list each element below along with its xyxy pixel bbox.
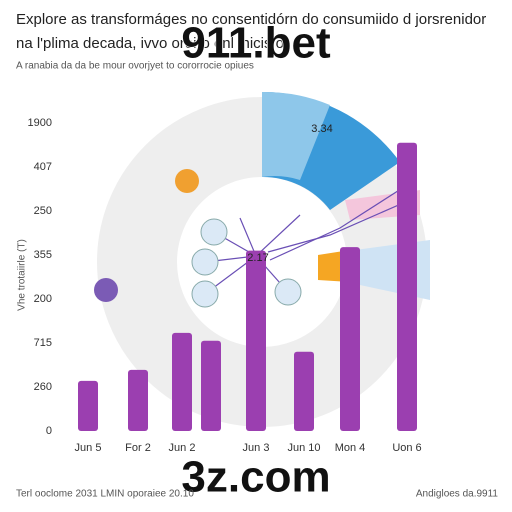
annotation: 3.34 [311,123,332,135]
annotation: 2.17 [247,252,268,264]
watermark: 911.bet [181,19,331,68]
bar [246,250,266,431]
x-label: Jun 5 [75,442,102,454]
y-axis-title: Vhe trotaiirle (T) [17,239,28,311]
y-label: 1900 [28,117,52,129]
bar [294,351,314,431]
watermark: 3z.com [181,453,330,502]
plot: 0 260 715 200 355 250 407 1900 Jun 5 For 2 Jun 2 Ju… [28,117,422,454]
y-label: 250 [34,205,52,217]
bar [201,340,221,431]
y-label: 260 [34,381,52,393]
bar [128,369,148,431]
subtitle: A ranabia da da be mour ovorjyet to coro… [16,61,254,72]
bar [397,142,417,432]
title: Explore as transformáges no consentidórn… [16,11,486,28]
y-label: 0 [46,425,52,437]
title: na l'plima decada, ivvo oroiro onl inici… [16,35,284,52]
footer-right: Andigloes da.9911 [416,489,499,500]
y-label: 355 [34,249,52,261]
y-label: 407 [34,161,52,173]
x-label: Mon 4 [335,442,366,454]
x-label: Jun 2 [169,442,196,454]
x-label: For 2 [125,442,151,454]
bar [340,247,360,431]
y-label: 200 [34,293,52,305]
x-label: Jun 3 [243,442,270,454]
bar [78,380,98,431]
y-label: 715 [34,337,52,349]
x-label: Uon 6 [392,442,421,454]
footer-left: Terl ooclome 2031 LMIN oporaiee 20.10 [16,489,194,500]
x-label: Jun 10 [287,442,320,454]
bar [172,332,192,431]
